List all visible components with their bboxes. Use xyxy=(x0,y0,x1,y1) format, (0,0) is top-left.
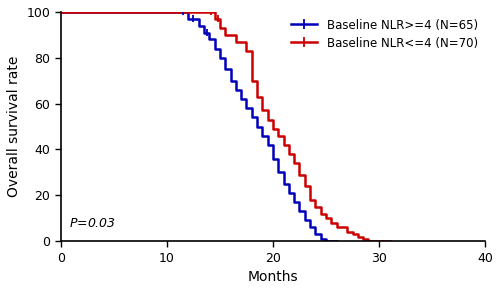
Legend: Baseline NLR>=4 (N=65), Baseline NLR<=4 (N=70): Baseline NLR>=4 (N=65), Baseline NLR<=4 … xyxy=(287,14,483,54)
Text: $P$=0.03: $P$=0.03 xyxy=(70,217,116,230)
X-axis label: Months: Months xyxy=(248,270,298,284)
Y-axis label: Overall survival rate: Overall survival rate xyxy=(7,56,21,197)
